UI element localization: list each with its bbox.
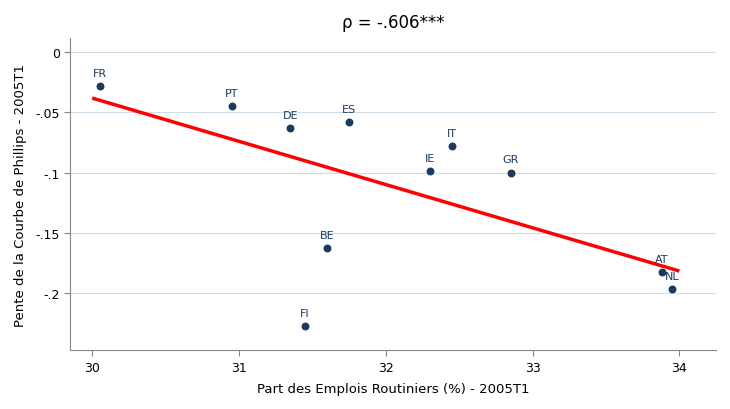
Y-axis label: Pente de la Courbe de Phillips - 2005T1: Pente de la Courbe de Phillips - 2005T1 bbox=[14, 63, 27, 326]
Text: ES: ES bbox=[342, 104, 356, 115]
Point bbox=[656, 270, 668, 276]
Title: ρ = -.606***: ρ = -.606*** bbox=[342, 14, 445, 32]
Point bbox=[321, 245, 333, 252]
Text: IE: IE bbox=[425, 153, 435, 164]
Point bbox=[446, 144, 458, 150]
Point bbox=[285, 126, 296, 132]
Point bbox=[299, 323, 311, 330]
X-axis label: Part des Emplois Routiniers (%) - 2005T1: Part des Emplois Routiniers (%) - 2005T1 bbox=[257, 382, 529, 395]
Text: PT: PT bbox=[225, 89, 239, 99]
Text: FI: FI bbox=[300, 308, 310, 318]
Text: GR: GR bbox=[502, 155, 519, 165]
Point bbox=[504, 170, 516, 176]
Point bbox=[343, 119, 355, 126]
Text: IT: IT bbox=[447, 128, 457, 138]
Text: FR: FR bbox=[93, 68, 107, 79]
Text: BE: BE bbox=[320, 230, 334, 240]
Point bbox=[226, 104, 237, 110]
Text: NL: NL bbox=[665, 271, 680, 281]
Text: DE: DE bbox=[283, 110, 298, 120]
Text: AT: AT bbox=[655, 254, 669, 264]
Point bbox=[666, 286, 678, 293]
Point bbox=[93, 83, 105, 90]
Point bbox=[424, 169, 436, 175]
